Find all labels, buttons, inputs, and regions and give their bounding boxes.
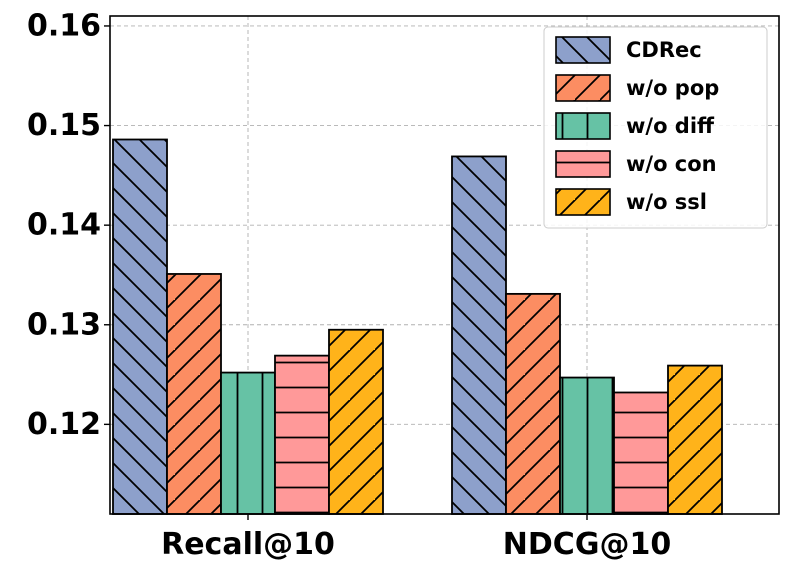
bar-w-o-diff-ndcg-10 [559,376,615,515]
bar-cdrec-recall-10 [112,138,168,515]
y-tick-label: 0.16 [27,8,101,43]
legend-swatch [555,36,611,64]
bar-w-o-ssl-recall-10 [328,328,384,515]
y-tick-label: 0.13 [27,307,101,342]
y-tick-label: 0.14 [27,208,101,243]
legend-label: w/o ssl [626,190,707,214]
bar-w-o-pop-recall-10 [166,273,222,515]
bar-w-o-con-recall-10 [274,354,330,515]
legend-swatch [555,74,611,102]
legend-label: w/o diff [626,114,715,138]
legend-swatch [555,150,611,178]
legend-label: CDRec [626,38,702,62]
legend-label: w/o pop [626,76,719,100]
x-tick-label: Recall@10 [161,527,335,562]
plot-frame [109,15,780,515]
x-axis: Recall@10 NDCG@10 [161,514,671,562]
x-tick-label: NDCG@10 [503,527,671,562]
y-axis: 0.12 0.13 0.14 0.15 0.16 [27,8,110,442]
legend-swatch [555,112,611,140]
bar-w-o-pop-ndcg-10 [505,292,561,515]
bar-w-o-diff-recall-10 [220,371,276,515]
y-tick-label: 0.15 [27,108,101,143]
bar-w-o-ssl-ndcg-10 [667,364,723,515]
legend-swatch [555,188,611,216]
bar-w-o-con-ndcg-10 [613,391,669,515]
legend: CDRec w/o pop w/o diff w/o con w/o ssl [543,26,768,229]
legend-label: w/o con [626,152,717,176]
y-tick-label: 0.12 [27,407,101,442]
bar-cdrec-ndcg-10 [451,155,507,515]
